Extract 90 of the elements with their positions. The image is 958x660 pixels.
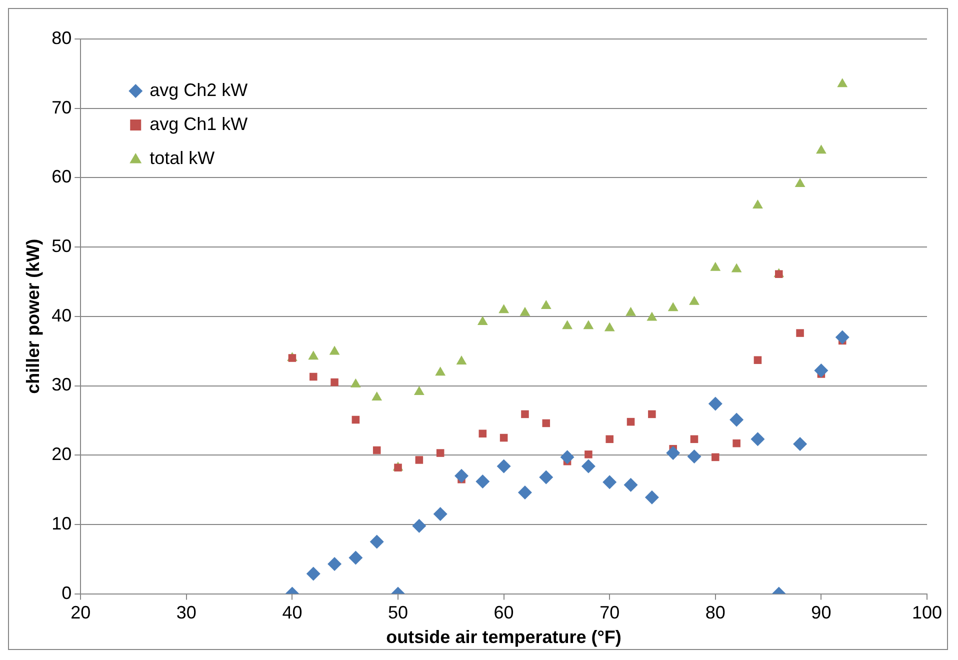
point: [835, 330, 850, 344]
x-tick-label: 40: [282, 602, 302, 623]
y-tick-label: 70: [52, 97, 72, 118]
point: [731, 263, 742, 272]
point: [329, 346, 340, 355]
point: [542, 419, 550, 428]
point: [436, 449, 444, 457]
point: [498, 304, 510, 314]
point: [814, 363, 828, 378]
point: [816, 144, 826, 154]
point: [581, 459, 596, 474]
point: [518, 486, 532, 500]
x-tick-label: 70: [600, 602, 620, 623]
point: [602, 475, 617, 490]
point: [690, 435, 698, 444]
x-tick-label: 90: [811, 602, 832, 623]
point: [328, 556, 342, 571]
point: [796, 329, 804, 337]
point: [626, 418, 635, 426]
point: [478, 430, 487, 438]
x-tick-label: 80: [705, 602, 726, 623]
legend-label: avg Ch1 kW: [150, 114, 248, 134]
point: [793, 437, 808, 452]
point: [560, 450, 574, 464]
point: [666, 446, 680, 460]
y-tick-label: 30: [52, 374, 72, 395]
point: [412, 518, 426, 533]
y-tick-label: 10: [52, 513, 72, 534]
point: [308, 350, 319, 360]
point: [837, 78, 848, 88]
y-tick-label: 50: [52, 236, 72, 256]
point: [476, 474, 490, 488]
x-axis-title: outside air temperature (°F): [386, 627, 622, 648]
point: [352, 416, 360, 424]
point: [606, 435, 614, 444]
point: [687, 449, 702, 464]
point: [348, 550, 363, 565]
point: [710, 262, 721, 271]
point: [794, 178, 806, 187]
point: [454, 468, 468, 483]
point: [689, 296, 700, 305]
legend-label: avg Ch2 kW: [150, 80, 248, 100]
point: [562, 320, 572, 330]
point: [752, 199, 763, 208]
x-tick-label: 30: [176, 602, 196, 623]
y-tick-label: 60: [52, 166, 72, 187]
point: [644, 490, 659, 504]
point: [435, 366, 446, 376]
point: [372, 446, 381, 454]
point: [539, 470, 554, 484]
y-tick-label: 0: [62, 582, 72, 603]
point: [648, 410, 656, 418]
point: [732, 439, 740, 448]
y-tick-label: 80: [52, 28, 72, 48]
x-tick-label: 50: [388, 602, 408, 623]
point: [415, 456, 424, 464]
point: [496, 459, 511, 474]
point: [626, 306, 636, 316]
point: [414, 386, 424, 395]
x-tick-label: 100: [912, 602, 942, 623]
point: [712, 453, 720, 462]
point: [604, 322, 615, 332]
point: [540, 300, 552, 309]
point: [306, 566, 320, 581]
point: [330, 378, 338, 386]
point: [646, 312, 658, 321]
legend-label: total kW: [150, 148, 215, 168]
point: [309, 372, 318, 381]
y-axis-title: chiller power (kW): [22, 238, 43, 394]
y-tick-label: 20: [52, 444, 72, 464]
point: [624, 478, 638, 492]
x-tick-label: 20: [70, 602, 91, 623]
point: [456, 355, 467, 364]
point: [730, 412, 744, 427]
point: [754, 356, 762, 364]
point: [477, 316, 488, 325]
point: [350, 378, 361, 388]
x-tick-label: 60: [494, 602, 514, 623]
y-tick-label: 40: [52, 305, 72, 326]
point: [433, 507, 448, 522]
point: [708, 396, 722, 411]
point: [500, 434, 508, 442]
point: [520, 306, 530, 316]
point: [521, 410, 529, 418]
point: [372, 392, 382, 401]
point: [750, 432, 765, 446]
point: [583, 320, 594, 330]
point: [584, 450, 592, 458]
point: [370, 534, 384, 549]
point: [668, 302, 678, 312]
